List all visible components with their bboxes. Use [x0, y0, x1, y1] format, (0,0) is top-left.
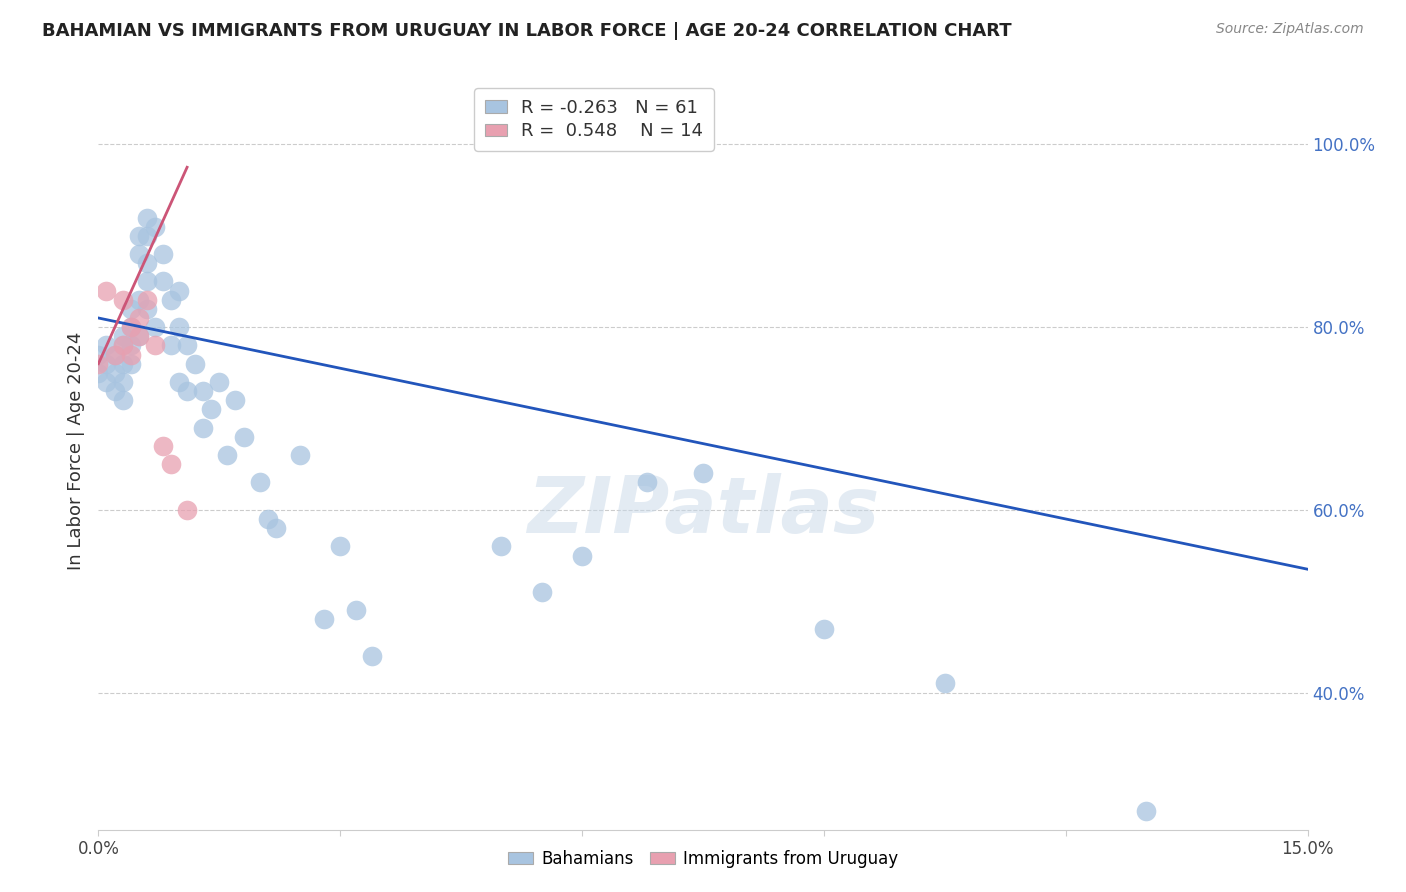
Y-axis label: In Labor Force | Age 20-24: In Labor Force | Age 20-24 [66, 331, 84, 570]
Point [813, 622, 835, 636]
Point [167, 284, 190, 298]
Point [200, 402, 222, 417]
Point [135, 228, 157, 243]
Point [160, 293, 183, 307]
Point [103, 347, 125, 361]
Point [143, 219, 166, 234]
Text: ZIPatlas: ZIPatlas [527, 473, 879, 549]
Point [314, 612, 336, 626]
Point [128, 293, 150, 307]
Point [249, 475, 271, 490]
Point [135, 275, 157, 289]
Point [128, 329, 150, 343]
Point [128, 311, 150, 326]
Point [111, 338, 134, 352]
Point [87, 357, 110, 371]
Point [184, 357, 207, 371]
Point [692, 467, 714, 481]
Point [160, 457, 183, 471]
Text: Source: ZipAtlas.com: Source: ZipAtlas.com [1216, 22, 1364, 37]
Point [111, 329, 134, 343]
Point [208, 375, 231, 389]
Point [491, 540, 513, 554]
Point [636, 475, 658, 490]
Point [329, 540, 352, 554]
Point [120, 347, 142, 361]
Point [87, 347, 110, 361]
Point [103, 347, 125, 361]
Text: BAHAMIAN VS IMMIGRANTS FROM URUGUAY IN LABOR FORCE | AGE 20-24 CORRELATION CHART: BAHAMIAN VS IMMIGRANTS FROM URUGUAY IN L… [42, 22, 1012, 40]
Point [120, 301, 142, 316]
Point [143, 320, 166, 334]
Point [193, 384, 215, 398]
Point [264, 521, 287, 535]
Point [128, 228, 150, 243]
Point [111, 293, 134, 307]
Point [152, 439, 174, 453]
Point [135, 211, 157, 225]
Point [224, 393, 246, 408]
Point [288, 448, 311, 462]
Point [232, 430, 254, 444]
Point [217, 448, 239, 462]
Point [111, 375, 134, 389]
Point [135, 301, 157, 316]
Point [120, 357, 142, 371]
Legend: Bahamians, Immigrants from Uruguay: Bahamians, Immigrants from Uruguay [501, 844, 905, 875]
Point [160, 338, 183, 352]
Point [934, 676, 956, 690]
Point [193, 420, 215, 434]
Point [103, 366, 125, 380]
Point [152, 247, 174, 261]
Point [1135, 805, 1157, 819]
Point [152, 275, 174, 289]
Point [176, 503, 198, 517]
Point [167, 375, 190, 389]
Point [344, 603, 367, 617]
Point [176, 338, 198, 352]
Point [120, 338, 142, 352]
Point [111, 338, 134, 352]
Point [361, 648, 384, 663]
Point [111, 393, 134, 408]
Point [143, 338, 166, 352]
Point [96, 338, 118, 352]
Point [96, 357, 118, 371]
Point [167, 320, 190, 334]
Point [176, 384, 198, 398]
Point [96, 284, 118, 298]
Point [120, 320, 142, 334]
Point [135, 293, 157, 307]
Point [128, 329, 150, 343]
Point [571, 549, 593, 563]
Point [96, 375, 118, 389]
Point [87, 366, 110, 380]
Point [128, 247, 150, 261]
Point [135, 256, 157, 270]
Point [120, 320, 142, 334]
Legend: R = -0.263   N = 61, R =  0.548    N = 14: R = -0.263 N = 61, R = 0.548 N = 14 [474, 88, 714, 151]
Point [530, 585, 553, 599]
Point [103, 384, 125, 398]
Point [256, 512, 278, 526]
Point [111, 357, 134, 371]
